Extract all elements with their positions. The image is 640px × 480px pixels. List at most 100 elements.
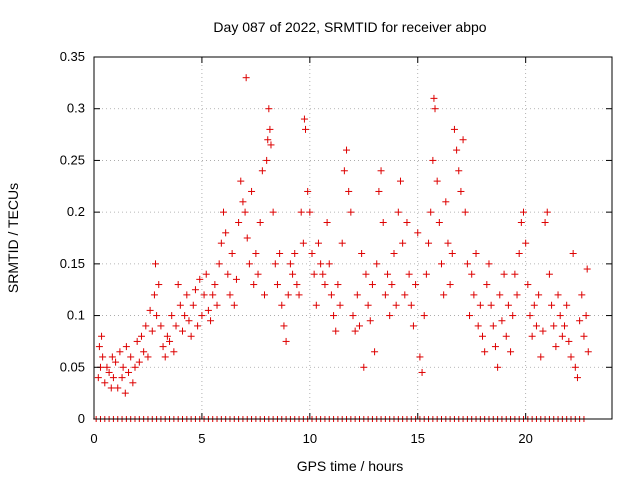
data-point bbox=[181, 312, 189, 320]
data-point bbox=[207, 317, 215, 325]
data-point bbox=[308, 250, 316, 258]
grid bbox=[94, 57, 612, 419]
data-point bbox=[189, 301, 197, 309]
data-point bbox=[299, 239, 307, 247]
data-point bbox=[524, 281, 532, 289]
data-point bbox=[444, 239, 452, 247]
plot-frame bbox=[93, 56, 613, 420]
data-point bbox=[118, 374, 126, 382]
data-point bbox=[427, 208, 435, 216]
data-point bbox=[407, 301, 415, 309]
data-point bbox=[396, 177, 404, 185]
data-point bbox=[476, 301, 484, 309]
data-point bbox=[349, 312, 357, 320]
x-tick-label: 20 bbox=[518, 431, 532, 446]
data-point bbox=[263, 156, 271, 164]
data-point bbox=[381, 291, 389, 299]
data-point bbox=[243, 234, 251, 242]
data-point bbox=[539, 327, 547, 335]
data-point bbox=[137, 332, 145, 340]
data-point bbox=[405, 270, 413, 278]
data-point bbox=[94, 374, 102, 382]
data-point bbox=[241, 208, 249, 216]
data-point bbox=[163, 332, 171, 340]
data-point bbox=[472, 250, 480, 258]
data-point bbox=[362, 270, 370, 278]
data-point bbox=[319, 270, 327, 278]
data-point bbox=[224, 270, 232, 278]
data-point bbox=[108, 353, 116, 361]
data-point bbox=[569, 250, 577, 258]
data-point bbox=[304, 187, 312, 195]
data-point bbox=[198, 312, 206, 320]
data-point bbox=[135, 358, 143, 366]
x-tick-label: 5 bbox=[198, 431, 205, 446]
data-point bbox=[433, 177, 441, 185]
data-point bbox=[368, 281, 376, 289]
data-point bbox=[479, 332, 486, 340]
data-point bbox=[422, 270, 430, 278]
data-point bbox=[112, 358, 120, 366]
data-point bbox=[576, 317, 584, 325]
data-point bbox=[571, 363, 579, 371]
data-point bbox=[420, 312, 428, 320]
data-point bbox=[463, 260, 471, 268]
y-tick-label: 0.05 bbox=[60, 359, 85, 374]
data-point bbox=[412, 281, 420, 289]
data-point bbox=[264, 136, 272, 144]
data-point bbox=[504, 301, 512, 309]
data-point bbox=[312, 301, 320, 309]
data-point bbox=[522, 239, 530, 247]
data-point bbox=[107, 384, 115, 392]
data-point bbox=[183, 291, 191, 299]
data-point bbox=[509, 312, 517, 320]
data-point bbox=[232, 275, 240, 283]
data-point bbox=[573, 374, 581, 382]
data-point bbox=[116, 348, 124, 356]
chart-title: Day 087 of 2022, SRMTID for receiver abp… bbox=[213, 19, 486, 35]
data-point bbox=[532, 322, 540, 330]
data-point bbox=[442, 198, 450, 206]
data-point bbox=[494, 363, 502, 371]
data-point bbox=[133, 337, 141, 345]
data-point bbox=[131, 363, 139, 371]
data-point bbox=[265, 105, 273, 113]
data-point bbox=[379, 218, 387, 226]
data-point bbox=[481, 348, 489, 356]
data-point bbox=[556, 312, 564, 320]
data-point bbox=[489, 322, 497, 330]
data-point bbox=[541, 218, 549, 226]
data-point bbox=[202, 270, 210, 278]
data-point bbox=[414, 229, 422, 237]
data-point bbox=[386, 312, 394, 320]
data-point bbox=[250, 281, 258, 289]
data-point bbox=[403, 218, 411, 226]
data-point bbox=[228, 250, 236, 258]
data-point bbox=[280, 322, 288, 330]
data-point bbox=[204, 306, 212, 314]
data-point bbox=[457, 187, 465, 195]
data-point bbox=[409, 322, 417, 330]
data-point bbox=[293, 281, 301, 289]
data-point bbox=[170, 348, 178, 356]
data-point bbox=[453, 146, 461, 154]
data-point bbox=[513, 291, 521, 299]
data-point bbox=[392, 301, 400, 309]
data-point bbox=[187, 332, 195, 340]
data-point bbox=[191, 286, 199, 294]
data-point bbox=[289, 270, 297, 278]
data-point bbox=[390, 250, 398, 258]
data-point bbox=[152, 260, 160, 268]
data-point bbox=[153, 312, 161, 320]
data-point bbox=[323, 218, 331, 226]
data-point bbox=[416, 353, 424, 361]
data-point bbox=[561, 322, 569, 330]
data-point bbox=[584, 348, 592, 356]
data-point bbox=[252, 250, 260, 258]
data-point bbox=[159, 343, 167, 351]
data-point bbox=[284, 291, 292, 299]
data-point bbox=[267, 141, 275, 149]
data-point bbox=[101, 379, 109, 387]
data-point bbox=[215, 260, 223, 268]
data-point bbox=[157, 322, 165, 330]
